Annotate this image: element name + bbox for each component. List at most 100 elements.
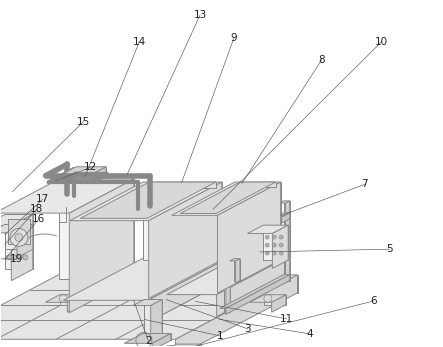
Polygon shape [220,232,230,235]
Polygon shape [220,274,290,308]
Polygon shape [63,167,106,174]
Polygon shape [0,225,33,233]
Polygon shape [5,225,33,249]
Text: 5: 5 [386,244,393,254]
Polygon shape [17,225,33,258]
Polygon shape [235,182,281,260]
Circle shape [265,243,269,247]
Polygon shape [176,344,201,347]
Polygon shape [151,299,162,341]
Polygon shape [186,344,201,347]
Polygon shape [148,259,227,322]
Polygon shape [180,182,276,213]
Text: 12: 12 [84,162,97,172]
Polygon shape [133,299,162,306]
Polygon shape [285,201,290,283]
Circle shape [10,228,28,246]
Polygon shape [167,346,189,347]
Polygon shape [226,232,230,314]
Polygon shape [171,182,281,215]
Circle shape [279,235,283,239]
Polygon shape [235,259,285,281]
Circle shape [265,235,269,239]
Polygon shape [264,295,286,305]
Text: 3: 3 [245,324,251,334]
Polygon shape [149,182,222,298]
Text: 15: 15 [77,117,90,127]
Polygon shape [124,333,171,343]
Circle shape [272,243,276,247]
Circle shape [265,251,269,255]
Text: 2: 2 [145,336,152,346]
Polygon shape [263,225,288,260]
Polygon shape [0,179,134,213]
Polygon shape [67,295,82,312]
Text: 10: 10 [375,37,388,47]
Circle shape [23,255,28,260]
Polygon shape [70,182,222,221]
Circle shape [6,255,12,260]
Polygon shape [220,213,290,246]
Polygon shape [5,214,33,269]
Polygon shape [149,182,216,188]
Polygon shape [93,167,106,184]
Text: 14: 14 [132,37,146,47]
Polygon shape [218,182,281,293]
Text: 13: 13 [194,10,207,20]
Polygon shape [63,259,227,300]
Text: 9: 9 [231,33,237,43]
Polygon shape [234,259,240,281]
Polygon shape [167,259,285,295]
Polygon shape [8,219,30,244]
Polygon shape [0,214,33,226]
Text: 19: 19 [10,254,23,264]
Polygon shape [58,275,298,293]
Text: 8: 8 [319,55,325,65]
Circle shape [17,255,22,260]
Polygon shape [152,333,171,347]
Polygon shape [0,275,298,339]
Text: 17: 17 [36,194,49,204]
Text: 1: 1 [217,331,223,341]
Polygon shape [226,274,290,314]
Polygon shape [12,214,33,281]
Polygon shape [284,213,290,219]
Polygon shape [217,259,285,316]
Text: 7: 7 [361,179,368,189]
Polygon shape [229,259,240,261]
Polygon shape [144,299,162,336]
Polygon shape [224,232,230,312]
Polygon shape [76,167,106,177]
Polygon shape [80,182,216,218]
Polygon shape [175,346,189,347]
Polygon shape [143,182,222,260]
Circle shape [279,251,283,255]
Text: 4: 4 [307,329,313,339]
Circle shape [279,243,283,247]
Text: 18: 18 [30,204,43,214]
Polygon shape [60,295,82,305]
Polygon shape [143,333,171,340]
Polygon shape [272,225,288,268]
Text: 6: 6 [370,296,377,306]
Polygon shape [59,179,134,279]
Polygon shape [175,275,298,347]
Polygon shape [250,295,286,302]
Polygon shape [284,201,290,281]
Polygon shape [272,295,286,312]
Circle shape [272,251,276,255]
Polygon shape [45,295,82,302]
Circle shape [12,255,17,260]
Polygon shape [69,179,134,313]
Text: 11: 11 [280,314,293,324]
Circle shape [15,234,23,242]
Polygon shape [284,274,290,281]
Text: 16: 16 [32,214,45,224]
Polygon shape [153,346,189,347]
Circle shape [272,235,276,239]
Polygon shape [226,213,290,253]
Polygon shape [240,182,276,187]
Polygon shape [248,225,288,234]
Polygon shape [160,344,201,347]
Polygon shape [142,259,227,281]
